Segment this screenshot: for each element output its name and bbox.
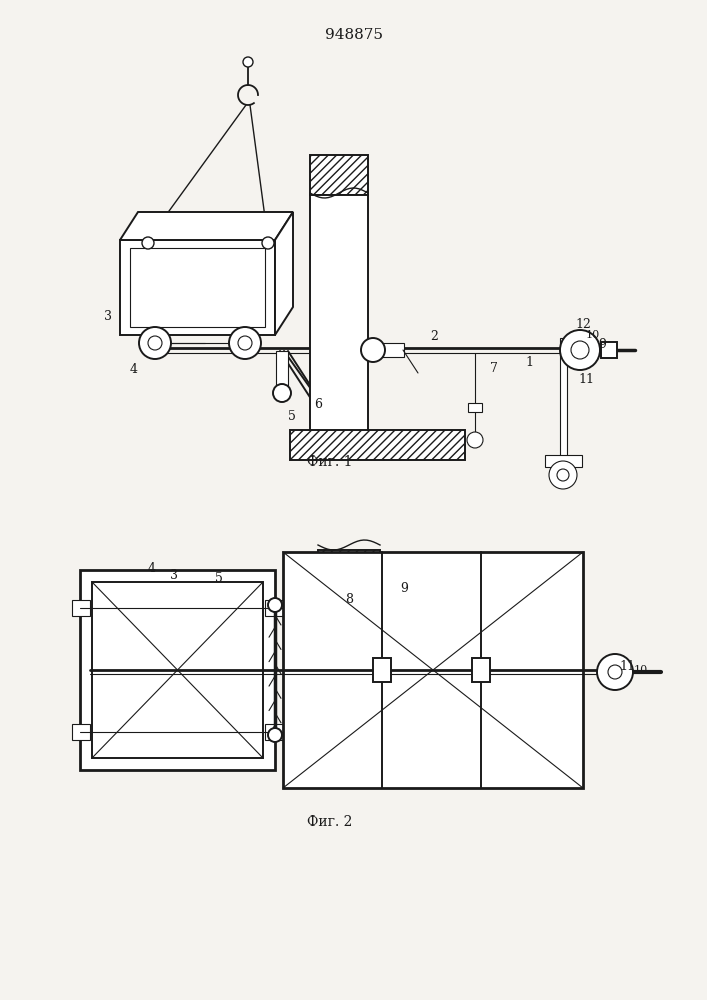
Bar: [472, 658, 490, 682]
Text: 3: 3: [170, 569, 178, 582]
Circle shape: [142, 237, 154, 249]
Bar: [72, 724, 90, 740]
Text: 5: 5: [215, 572, 223, 585]
Circle shape: [467, 432, 483, 448]
Circle shape: [273, 384, 291, 402]
Text: 10: 10: [634, 665, 648, 675]
Bar: [283, 552, 583, 788]
Text: 1: 1: [525, 356, 533, 369]
Text: 4: 4: [148, 562, 156, 575]
Bar: [130, 248, 265, 327]
Circle shape: [262, 237, 274, 249]
Text: Фиг. 2: Фиг. 2: [308, 815, 353, 829]
Text: 12: 12: [575, 318, 591, 331]
Circle shape: [549, 461, 577, 489]
Circle shape: [597, 654, 633, 690]
Text: 10: 10: [586, 330, 600, 340]
Bar: [382, 343, 404, 357]
Text: 9: 9: [400, 582, 408, 595]
Bar: [120, 240, 275, 335]
Bar: [373, 658, 391, 682]
Bar: [310, 195, 368, 450]
Bar: [276, 351, 288, 386]
Text: 7: 7: [490, 362, 498, 375]
Circle shape: [229, 327, 261, 359]
Bar: [92, 582, 263, 758]
Circle shape: [557, 469, 569, 481]
Text: 3: 3: [104, 310, 112, 323]
Bar: [468, 403, 482, 412]
Text: 5: 5: [288, 410, 296, 423]
Bar: [310, 155, 368, 195]
Bar: [265, 600, 283, 616]
Polygon shape: [275, 212, 293, 335]
Text: 11: 11: [578, 373, 594, 386]
Text: 11: 11: [619, 660, 635, 673]
Circle shape: [361, 338, 385, 362]
Text: 948875: 948875: [325, 28, 383, 42]
Circle shape: [571, 341, 589, 359]
Bar: [545, 455, 582, 467]
Circle shape: [148, 336, 162, 350]
Text: 4: 4: [130, 363, 138, 376]
Bar: [290, 430, 465, 460]
Bar: [601, 342, 617, 358]
Circle shape: [268, 598, 282, 612]
Text: 6: 6: [314, 398, 322, 411]
Circle shape: [268, 728, 282, 742]
Text: Фиг. 1: Фиг. 1: [308, 455, 353, 469]
Circle shape: [560, 330, 600, 370]
Circle shape: [238, 336, 252, 350]
Text: 2: 2: [430, 330, 438, 343]
Polygon shape: [120, 212, 293, 240]
Bar: [80, 570, 275, 770]
Bar: [318, 550, 380, 588]
Circle shape: [243, 57, 253, 67]
Circle shape: [139, 327, 171, 359]
Bar: [560, 338, 567, 460]
Bar: [318, 742, 380, 782]
Text: 9: 9: [598, 338, 606, 351]
Circle shape: [608, 665, 622, 679]
Bar: [72, 600, 90, 616]
Bar: [265, 724, 283, 740]
Text: 8: 8: [345, 593, 353, 606]
